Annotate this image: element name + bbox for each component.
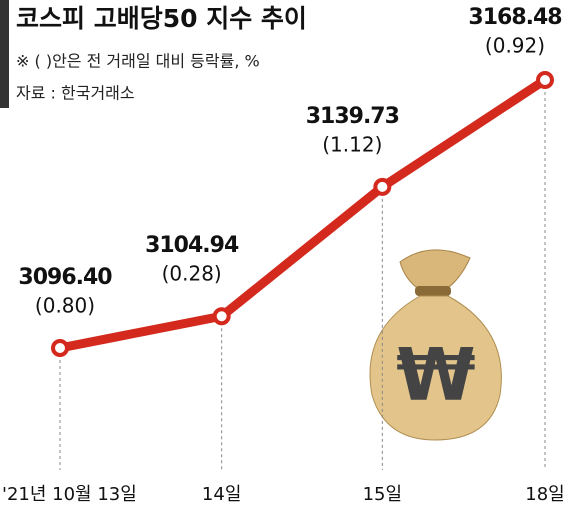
chart-title: 코스피 고배당50 지수 추이 xyxy=(16,4,307,33)
money-bag: ₩ xyxy=(369,249,502,441)
x-tick-label: '21년 10월 13일 xyxy=(2,484,137,505)
change-label: (0.92) xyxy=(485,34,545,58)
change-label: (0.28) xyxy=(162,262,222,286)
value-label: 3139.73 xyxy=(306,104,399,129)
value-label: 3168.48 xyxy=(468,5,561,30)
change-label: (0.80) xyxy=(35,294,95,318)
point xyxy=(51,339,69,357)
source: 자료 : 한국거래소 xyxy=(16,84,135,103)
point xyxy=(373,177,392,196)
line xyxy=(59,76,548,353)
x-tick-label: 15일 xyxy=(363,484,402,505)
title-bar xyxy=(0,0,9,108)
subtitle: ※ ( )안은 전 거래일 대비 등락률, % xyxy=(16,52,260,71)
point xyxy=(212,307,231,326)
value-label: 3096.40 xyxy=(18,265,112,290)
change-label: (1.12) xyxy=(322,132,382,156)
x-tick-label: 14일 xyxy=(202,484,241,505)
x-tick-label: 18일 xyxy=(525,484,564,505)
svg-text:₩: ₩ xyxy=(396,333,475,417)
point xyxy=(536,71,554,89)
value-label: 3104.94 xyxy=(145,233,239,258)
